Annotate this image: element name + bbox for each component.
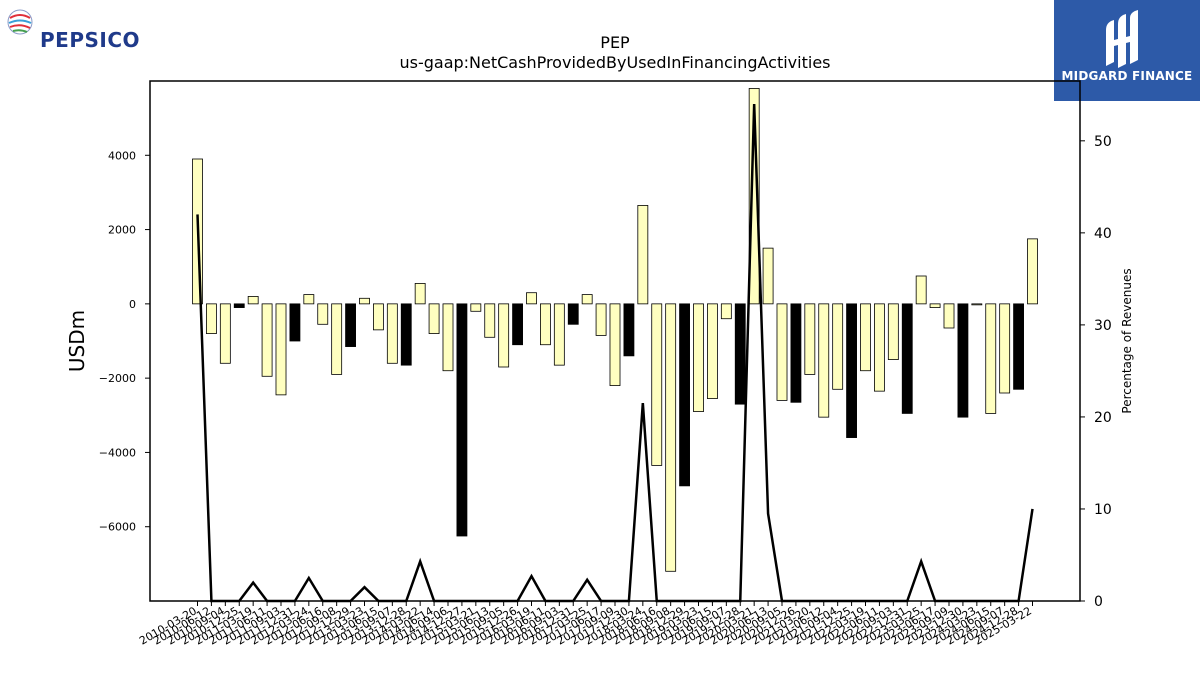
bar (206, 303, 217, 334)
bar (818, 303, 830, 418)
bar (1013, 303, 1024, 390)
bar (707, 303, 718, 399)
bar (553, 303, 565, 366)
y2-tick-label: 40 (1094, 226, 1112, 242)
y-tick-label: 4000 (108, 149, 136, 162)
bar (985, 303, 997, 414)
bar (484, 303, 496, 338)
bar (929, 303, 941, 308)
bar (345, 303, 356, 347)
bar (943, 303, 955, 329)
bar (679, 303, 690, 487)
bar (581, 294, 593, 305)
y-axis-label: USDm (65, 310, 89, 372)
bar (275, 303, 287, 396)
pepsico-globe-icon (7, 9, 33, 35)
bar (790, 303, 802, 403)
bar (526, 292, 537, 305)
bar (748, 88, 760, 305)
bar (762, 247, 774, 305)
bar (373, 303, 384, 331)
bar (609, 303, 621, 386)
bar (456, 303, 468, 537)
bar (331, 303, 343, 375)
bar (832, 303, 844, 390)
bar (860, 303, 871, 372)
y2-tick-label: 20 (1094, 410, 1112, 426)
bar (971, 303, 983, 306)
y2-tick-label: 30 (1094, 318, 1112, 334)
bar (734, 303, 746, 405)
y2-tick-label: 50 (1094, 134, 1112, 150)
bar (512, 303, 523, 346)
bar (901, 303, 913, 414)
bar (498, 303, 510, 368)
bar (442, 303, 454, 372)
pepsico-wordmark: PEPSICO (40, 28, 141, 52)
bar (915, 275, 927, 305)
bar (247, 296, 259, 305)
bar (776, 303, 788, 401)
bar (400, 303, 412, 366)
bar (428, 303, 440, 334)
bar (359, 297, 370, 305)
bar (804, 303, 816, 375)
y2-tick-label: 0 (1094, 594, 1103, 610)
y-axis-right: 0 10 20 30 40 50 (1080, 134, 1112, 610)
bar (665, 303, 677, 572)
bar (414, 283, 426, 305)
bar (289, 303, 301, 342)
y-tick-label: 2000 (108, 224, 136, 237)
bar (874, 303, 885, 392)
bar (1027, 238, 1038, 305)
bar (317, 303, 329, 325)
bar (846, 303, 857, 438)
y2-tick-label: 10 (1094, 502, 1112, 518)
midgard-finance-logo: MIDGARD FINANCE (1054, 0, 1200, 101)
bar (261, 303, 273, 377)
bar (303, 294, 315, 305)
bar (637, 205, 649, 305)
bar (386, 303, 398, 364)
bar (651, 303, 663, 466)
bar (623, 303, 635, 357)
y-tick-label: −2000 (99, 372, 136, 385)
chart-subtitle: us-gaap:NetCashProvidedByUsedInFinancing… (399, 53, 830, 72)
midgard-emblem-icon (1106, 10, 1138, 68)
y-tick-label: 0 (129, 298, 136, 311)
y-tick-label: −4000 (99, 446, 136, 459)
pepsico-logo: PEPSICO (4, 6, 174, 52)
bar-series (192, 88, 1038, 572)
y-tick-label: −6000 (99, 521, 136, 534)
bar (233, 303, 245, 308)
bar (693, 303, 704, 412)
chart-title: PEP (600, 33, 630, 52)
bar (219, 303, 231, 364)
bar (470, 303, 482, 312)
bar (595, 303, 607, 336)
x-axis: 2010-03-202010-06-122010-09-042010-12-25… (137, 601, 1034, 648)
bar (999, 303, 1011, 394)
bar (957, 303, 969, 418)
y-axis-left: −6000 −4000 −2000 0 2000 4000 (99, 149, 150, 534)
bar (567, 303, 579, 325)
bar (720, 303, 732, 320)
bar (887, 303, 899, 360)
midgard-finance-name: MIDGARD FINANCE (1061, 69, 1193, 83)
bar (540, 303, 551, 346)
y2-axis-label: Percentage of Revenues (1120, 268, 1134, 413)
